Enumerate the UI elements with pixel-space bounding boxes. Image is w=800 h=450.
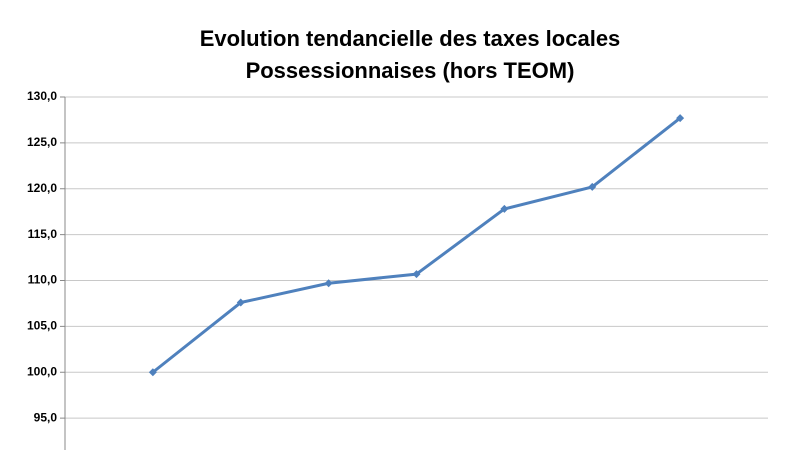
y-tick-label: 115,0 (28, 227, 58, 241)
chart-title: Possessionnaises (hors TEOM) (246, 58, 575, 83)
y-tick-label: 110,0 (28, 273, 58, 287)
marker (236, 298, 245, 307)
y-tick-label: 125,0 (27, 135, 57, 149)
y-tick-label: 130,0 (27, 89, 57, 103)
y-tick-label: 100,0 (27, 364, 57, 378)
marker (588, 182, 597, 191)
marker (500, 204, 509, 213)
y-tick-label: 120,0 (27, 181, 57, 195)
marker (412, 270, 421, 279)
marker (676, 114, 685, 123)
y-tick-label: 95,0 (34, 410, 58, 424)
chart-title: Evolution tendancielle des taxes locales (200, 26, 621, 51)
y-tick-label: 105,0 (27, 319, 57, 333)
marker (324, 279, 333, 288)
line (151, 116, 682, 374)
marker (148, 368, 157, 377)
